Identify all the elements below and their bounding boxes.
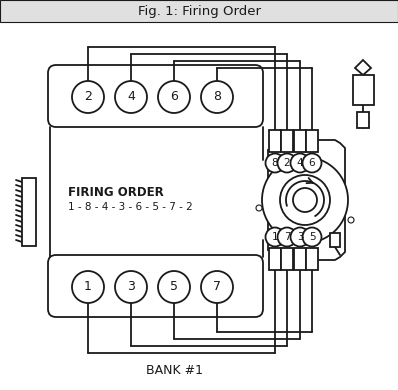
Circle shape [302, 227, 322, 246]
Text: 7: 7 [213, 280, 221, 294]
Bar [269, 130, 281, 152]
Text: BANK #1: BANK #1 [146, 363, 203, 376]
Bar [306, 248, 318, 270]
Bar [281, 248, 293, 270]
Text: 1: 1 [84, 280, 92, 294]
Text: 5: 5 [170, 280, 178, 294]
Circle shape [115, 271, 147, 303]
Circle shape [265, 227, 285, 246]
Text: 6: 6 [309, 158, 315, 168]
Circle shape [72, 271, 104, 303]
Bar [357, 112, 369, 128]
Text: 6: 6 [170, 90, 178, 103]
Circle shape [115, 81, 147, 113]
Circle shape [277, 227, 297, 246]
Text: 1: 1 [272, 232, 278, 242]
FancyBboxPatch shape [48, 65, 263, 127]
Bar [281, 130, 293, 152]
Polygon shape [355, 60, 371, 75]
Circle shape [348, 217, 354, 223]
Circle shape [302, 154, 322, 172]
Bar [22, 178, 36, 246]
Circle shape [256, 205, 262, 211]
Circle shape [280, 175, 330, 225]
Bar [269, 248, 281, 270]
Text: 8: 8 [213, 90, 221, 103]
Circle shape [158, 81, 190, 113]
Text: 5: 5 [309, 232, 315, 242]
Circle shape [158, 271, 190, 303]
Circle shape [201, 81, 233, 113]
Circle shape [265, 154, 285, 172]
Text: 3: 3 [127, 280, 135, 294]
FancyBboxPatch shape [48, 255, 263, 317]
Text: 7: 7 [284, 232, 290, 242]
Circle shape [291, 154, 310, 172]
Circle shape [277, 154, 297, 172]
Text: 4: 4 [297, 158, 303, 168]
Text: 1 - 8 - 4 - 3 - 6 - 5 - 7 - 2: 1 - 8 - 4 - 3 - 6 - 5 - 7 - 2 [68, 202, 193, 212]
Bar [353, 75, 374, 105]
Text: Fig. 1: Firing Order: Fig. 1: Firing Order [137, 5, 261, 18]
Circle shape [293, 188, 317, 212]
Circle shape [72, 81, 104, 113]
Text: 3: 3 [297, 232, 303, 242]
Text: 4: 4 [127, 90, 135, 103]
Text: 2: 2 [284, 158, 290, 168]
Circle shape [262, 157, 348, 243]
Bar [294, 248, 306, 270]
Text: FIRING ORDER: FIRING ORDER [68, 186, 164, 200]
Bar [294, 130, 306, 152]
Bar [306, 130, 318, 152]
Circle shape [291, 227, 310, 246]
Text: 8: 8 [272, 158, 278, 168]
Polygon shape [268, 140, 345, 260]
Bar [0, 0, 398, 22]
Text: 2: 2 [84, 90, 92, 103]
Circle shape [201, 271, 233, 303]
Bar [330, 233, 340, 247]
